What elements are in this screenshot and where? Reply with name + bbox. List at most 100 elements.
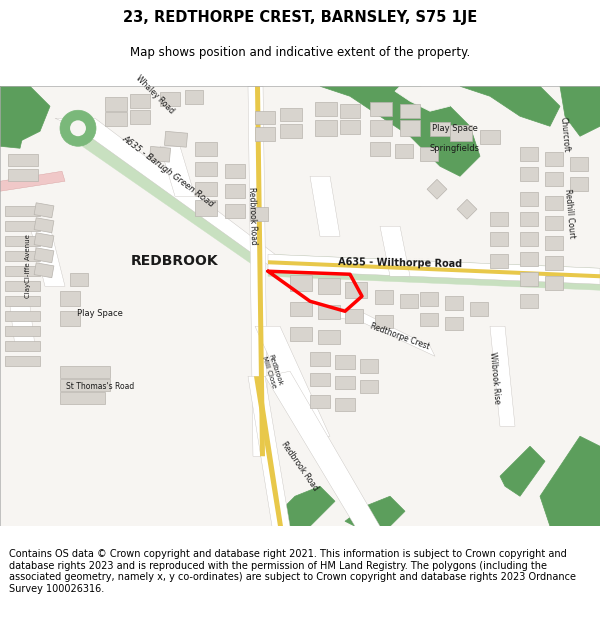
Bar — [450, 125, 472, 141]
Bar — [520, 294, 538, 308]
Polygon shape — [55, 118, 275, 266]
Polygon shape — [268, 268, 600, 290]
Bar — [490, 254, 508, 268]
Bar — [520, 253, 538, 266]
Bar — [8, 169, 38, 181]
Bar — [255, 111, 275, 124]
Bar — [310, 352, 330, 366]
Bar — [225, 164, 245, 178]
Bar — [315, 120, 337, 136]
Bar — [360, 359, 378, 373]
Polygon shape — [328, 306, 435, 356]
Bar — [335, 398, 355, 411]
Bar — [195, 182, 217, 196]
Text: REDBROOK: REDBROOK — [131, 254, 219, 268]
Bar — [310, 373, 330, 386]
Polygon shape — [0, 86, 50, 141]
Bar — [5, 311, 40, 321]
Bar — [280, 108, 302, 121]
Bar — [545, 152, 563, 166]
Text: Wilbrook Rise: Wilbrook Rise — [488, 352, 502, 404]
Bar — [345, 309, 363, 323]
Polygon shape — [268, 254, 600, 284]
Text: Play Space: Play Space — [432, 124, 478, 133]
Bar — [164, 131, 188, 147]
Text: A635 - Wilthorpe Road: A635 - Wilthorpe Road — [338, 257, 462, 269]
Text: ClayCl­iffe Avenue: ClayCl­iffe Avenue — [25, 234, 31, 298]
Bar — [370, 142, 390, 156]
Bar — [420, 292, 438, 306]
Polygon shape — [0, 121, 25, 148]
Bar — [360, 380, 378, 393]
Polygon shape — [320, 86, 480, 176]
Bar — [427, 179, 447, 199]
Bar — [5, 206, 40, 216]
Polygon shape — [540, 436, 600, 526]
Bar — [280, 124, 302, 138]
Polygon shape — [310, 176, 340, 236]
Bar — [250, 208, 268, 221]
Polygon shape — [345, 496, 405, 526]
Bar — [370, 102, 392, 116]
Polygon shape — [255, 326, 330, 436]
Bar — [420, 313, 438, 326]
Polygon shape — [268, 260, 600, 278]
Polygon shape — [248, 86, 268, 456]
Bar — [60, 379, 110, 391]
Polygon shape — [560, 86, 600, 136]
Bar — [315, 102, 337, 116]
Polygon shape — [500, 446, 545, 496]
Bar — [445, 318, 463, 330]
Bar — [105, 98, 127, 111]
Bar — [318, 330, 340, 344]
Bar — [310, 395, 330, 408]
Bar — [445, 296, 463, 310]
Bar — [318, 305, 340, 319]
Bar — [290, 328, 312, 341]
Bar — [375, 290, 393, 304]
Bar — [195, 162, 217, 176]
Polygon shape — [30, 226, 65, 286]
Bar — [520, 213, 538, 226]
Polygon shape — [160, 146, 195, 196]
Bar — [395, 144, 413, 158]
Bar — [430, 122, 450, 136]
Polygon shape — [460, 86, 560, 126]
Polygon shape — [248, 376, 290, 526]
Bar — [520, 148, 538, 161]
Bar — [545, 276, 563, 290]
Bar — [5, 251, 40, 261]
Bar — [490, 213, 508, 226]
Polygon shape — [65, 126, 260, 264]
Bar — [60, 291, 80, 306]
Bar — [340, 120, 360, 134]
Bar — [105, 112, 127, 126]
Bar — [375, 315, 393, 328]
Polygon shape — [254, 376, 283, 526]
Text: Redhill Court: Redhill Court — [563, 188, 577, 238]
Bar — [400, 104, 420, 118]
Polygon shape — [490, 326, 515, 426]
Bar — [520, 192, 538, 206]
Bar — [60, 366, 110, 378]
Bar — [545, 196, 563, 210]
Bar — [520, 272, 538, 286]
Polygon shape — [265, 371, 380, 526]
Bar — [570, 177, 588, 191]
Bar — [34, 248, 54, 262]
Bar — [457, 199, 477, 219]
Bar — [345, 282, 367, 298]
Bar — [420, 148, 438, 161]
Text: Redbrook
Mill Close: Redbrook Mill Close — [261, 354, 283, 389]
Bar — [5, 281, 40, 291]
Bar — [290, 302, 312, 316]
Bar — [34, 217, 54, 232]
Polygon shape — [380, 226, 410, 276]
Circle shape — [60, 110, 96, 146]
Bar — [130, 94, 150, 108]
Bar — [60, 392, 105, 404]
Bar — [340, 104, 360, 118]
Bar — [545, 216, 563, 230]
Bar — [335, 376, 355, 389]
Bar — [195, 142, 217, 156]
